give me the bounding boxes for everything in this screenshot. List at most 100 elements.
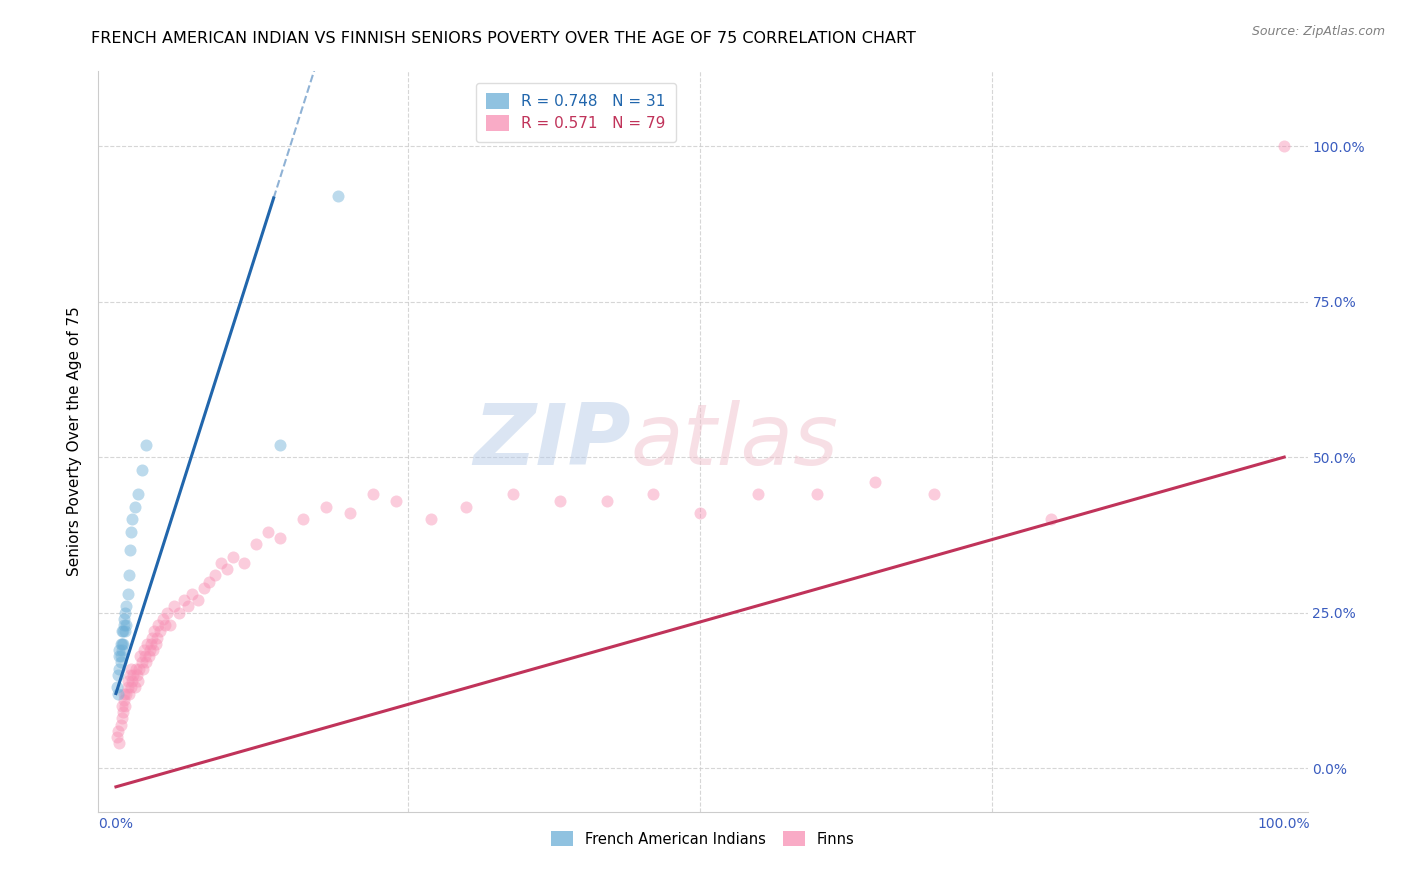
Point: [1272, 139, 1295, 153]
Point: [112, 686, 135, 700]
Point: [107, 668, 129, 682]
Point: [132, 643, 155, 657]
Point: [138, 649, 160, 664]
Point: [107, 723, 129, 738]
Point: [136, 637, 159, 651]
Point: [806, 487, 828, 501]
Point: [233, 556, 256, 570]
Point: [180, 587, 202, 601]
Point: [124, 500, 146, 514]
Point: [222, 549, 245, 564]
Point: [159, 618, 181, 632]
Point: [153, 618, 176, 632]
Point: [315, 500, 337, 514]
Point: [747, 487, 769, 501]
Text: atlas: atlas: [630, 400, 838, 483]
Point: [108, 643, 131, 657]
Point: [1039, 512, 1062, 526]
Point: [121, 674, 143, 689]
Point: [111, 624, 134, 639]
Point: [139, 643, 162, 657]
Point: [118, 543, 141, 558]
Point: [118, 568, 141, 582]
Point: [131, 462, 153, 476]
Point: [117, 674, 139, 689]
Point: [256, 524, 278, 539]
Point: [124, 681, 146, 695]
Point: [385, 493, 408, 508]
Point: [108, 736, 131, 750]
Point: [114, 624, 136, 639]
Point: [117, 681, 139, 695]
Point: [118, 668, 141, 682]
Point: [146, 618, 169, 632]
Point: [105, 730, 128, 744]
Point: [108, 662, 131, 676]
Point: [122, 668, 145, 682]
Point: [129, 649, 152, 664]
Point: [548, 493, 571, 508]
Point: [110, 637, 132, 651]
Point: [204, 568, 226, 582]
Point: [339, 506, 361, 520]
Point: [127, 487, 149, 501]
Point: [108, 649, 131, 664]
Point: [156, 606, 179, 620]
Point: [595, 493, 617, 508]
Point: [112, 618, 135, 632]
Point: [111, 711, 134, 725]
Point: [922, 487, 945, 501]
Point: [291, 512, 314, 526]
Point: [269, 531, 291, 545]
Point: [111, 637, 134, 651]
Point: [105, 681, 128, 695]
Point: [643, 487, 665, 501]
Point: [245, 537, 267, 551]
Point: [117, 587, 139, 601]
Point: [115, 686, 138, 700]
Point: [865, 475, 887, 489]
Point: [120, 681, 142, 695]
Point: [135, 656, 157, 670]
Point: [111, 637, 134, 651]
Point: [163, 599, 186, 614]
Point: [456, 500, 478, 514]
Point: [114, 606, 136, 620]
Point: [146, 631, 169, 645]
Text: FRENCH AMERICAN INDIAN VS FINNISH SENIORS POVERTY OVER THE AGE OF 75 CORRELATION: FRENCH AMERICAN INDIAN VS FINNISH SENIOR…: [91, 31, 917, 46]
Point: [361, 487, 384, 501]
Point: [198, 574, 221, 589]
Point: [143, 624, 166, 639]
Point: [152, 612, 174, 626]
Y-axis label: Seniors Poverty Over the Age of 75: Seniors Poverty Over the Age of 75: [67, 307, 83, 576]
Legend: French American Indians, Finns: French American Indians, Finns: [546, 825, 860, 853]
Point: [141, 631, 163, 645]
Point: [326, 188, 349, 202]
Point: [142, 643, 165, 657]
Point: [149, 624, 172, 639]
Point: [131, 656, 153, 670]
Point: [115, 599, 138, 614]
Point: [111, 705, 134, 719]
Point: [112, 692, 135, 706]
Point: [134, 649, 156, 664]
Point: [125, 668, 148, 682]
Point: [110, 656, 132, 670]
Point: [127, 674, 149, 689]
Point: [139, 637, 162, 651]
Point: [111, 624, 134, 639]
Point: [118, 686, 141, 700]
Point: [110, 649, 132, 664]
Point: [173, 593, 195, 607]
Point: [125, 662, 148, 676]
Point: [120, 662, 142, 676]
Point: [177, 599, 200, 614]
Point: [107, 686, 129, 700]
Point: [111, 698, 134, 713]
Point: [112, 612, 135, 626]
Point: [115, 618, 138, 632]
Point: [111, 643, 134, 657]
Point: [120, 524, 142, 539]
Point: [420, 512, 443, 526]
Point: [502, 487, 524, 501]
